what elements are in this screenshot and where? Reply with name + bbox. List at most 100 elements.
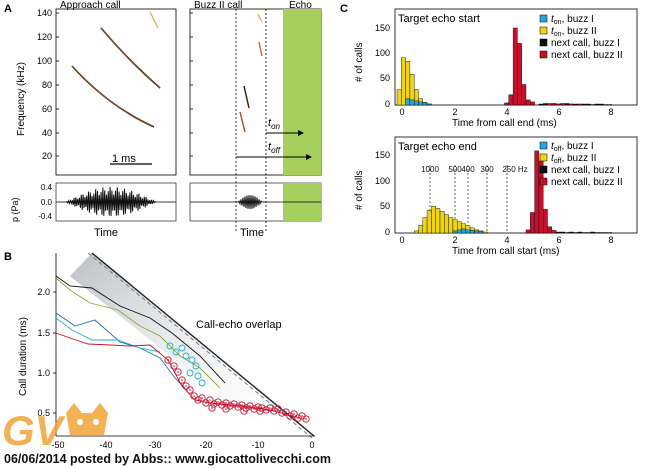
red-marker [178,376,186,384]
frequency-label: 300 [480,165,494,174]
legend-swatch [539,14,548,23]
histogram-bar [530,101,535,106]
histogram-bar [568,231,574,234]
svg-text:-20: -20 [199,440,212,450]
histogram-bar [603,232,608,234]
svg-text:1.0: 1.0 [37,368,50,378]
histogram-bar [508,94,514,106]
histogram-bar [581,232,587,234]
pressure-axis-label: p (Pa) [10,197,20,222]
echo-label: Echo [289,0,312,11]
histogram-bar [456,229,462,234]
histogram-bar [465,229,471,234]
panel-a: A Approach call 140 120 100 80 60 40 20 … [4,0,322,239]
histogram-bar [581,103,587,106]
legend-swatch [539,165,548,174]
approach-harmonic-1 [71,65,155,128]
top-hist-title: Target echo start [398,13,480,25]
approach-spectrogram-frame [55,8,177,176]
approach-waveform [65,186,157,217]
svg-text:0.4: 0.4 [41,183,53,192]
top-hist-x-ticks: 0 2 4 6 8 [399,107,613,117]
histogram-bar [435,208,441,234]
frequency-ticks: 140 120 100 80 60 40 20 [37,8,52,161]
histogram-bar [525,229,531,234]
histogram-bottom: 1000 500 400 300 250 Hz Target echo end 150 … [354,136,638,257]
approach-call-title: Approach call [60,0,121,11]
offset-ticks: -50 -40 -30 -20 -10 0 [51,440,314,450]
svg-text:80: 80 [42,80,52,90]
legend-entry: toff, buzz I [551,141,594,153]
histogram-bar [444,214,449,234]
overlap-label: Call-echo overlap [196,319,282,331]
red-marker [274,405,282,413]
toff-label: toff [268,141,281,155]
histogram-bar [564,232,570,234]
svg-text:1.5: 1.5 [37,328,50,338]
red-marker [240,407,248,415]
approach-harmonic-3 [149,11,159,29]
red-marker [256,407,264,415]
legend-swatch [539,50,548,59]
red-marker [194,396,202,404]
red-marker [282,408,290,416]
buzz-sweep-2 [243,85,250,109]
histogram-bar [461,228,467,234]
bottom-hist-x-ticks: 0 2 4 6 8 [399,235,613,245]
frequency-label: 1000 [421,165,439,174]
red-marker [222,405,230,413]
red-markers [164,356,310,423]
histogram-bar [418,101,424,106]
legend-swatch [539,26,548,35]
buzz-waveform [237,195,263,210]
duration-ticks: 2.0 1.5 1.0 0.5 [37,287,50,418]
svg-text:-0.4: -0.4 [38,212,52,221]
svg-text:2: 2 [452,235,457,245]
histogram-bar [534,150,540,234]
bottom-hist-y-label: # of calls [354,171,365,210]
legend-entry: next call, buzz II [551,50,623,61]
legend-entry: next call, buzz II [551,177,623,188]
legend-entry: next call, buzz I [551,165,620,176]
red-marker [286,412,294,420]
panel-label-c: C [340,3,348,15]
red-marker [210,400,218,408]
histogram-bar [542,103,548,106]
svg-text:60: 60 [42,104,52,114]
svg-text:150: 150 [375,150,390,160]
svg-text:GV: GV [2,407,66,454]
time-label-right: Time [240,227,264,239]
series-black [55,275,226,384]
svg-text:0: 0 [399,107,404,117]
histogram-bar [517,43,522,106]
svg-text:0.0: 0.0 [41,198,53,207]
red-marker [278,409,286,417]
bottom-hist-title: Target echo end [398,141,477,153]
histogram-bar [585,232,591,234]
histogram-bar [577,231,583,234]
frequency-label: 400 [461,165,475,174]
histogram-bar [521,84,527,106]
legend-swatch [539,177,548,186]
red-marker [190,392,198,400]
svg-text:0: 0 [399,235,404,245]
top-hist-y-ticks: 150 100 50 0 [375,23,390,109]
histogram-bar [422,102,428,106]
svg-text:0.5: 0.5 [37,408,50,418]
footer-credit: 06/06/2014 posted by Abbs:: www.giocatto… [4,452,331,466]
series-blue [55,312,186,389]
duration-axis-label: Call duration (ms) [18,317,29,396]
svg-text:0: 0 [385,99,390,109]
red-marker [182,382,190,390]
svg-text:2.0: 2.0 [37,287,50,297]
svg-text:0: 0 [309,440,314,450]
buzz-sweep-3 [239,111,246,133]
svg-text:20: 20 [42,151,52,161]
histogram-bar [594,103,600,106]
legend-swatch [539,153,548,162]
pressure-ticks: 0.4 0.0 -0.4 [38,183,52,221]
svg-text:-40: -40 [99,440,112,450]
histogram-bar [401,57,406,106]
histogram-bar [418,225,424,234]
svg-text:100: 100 [375,48,390,58]
